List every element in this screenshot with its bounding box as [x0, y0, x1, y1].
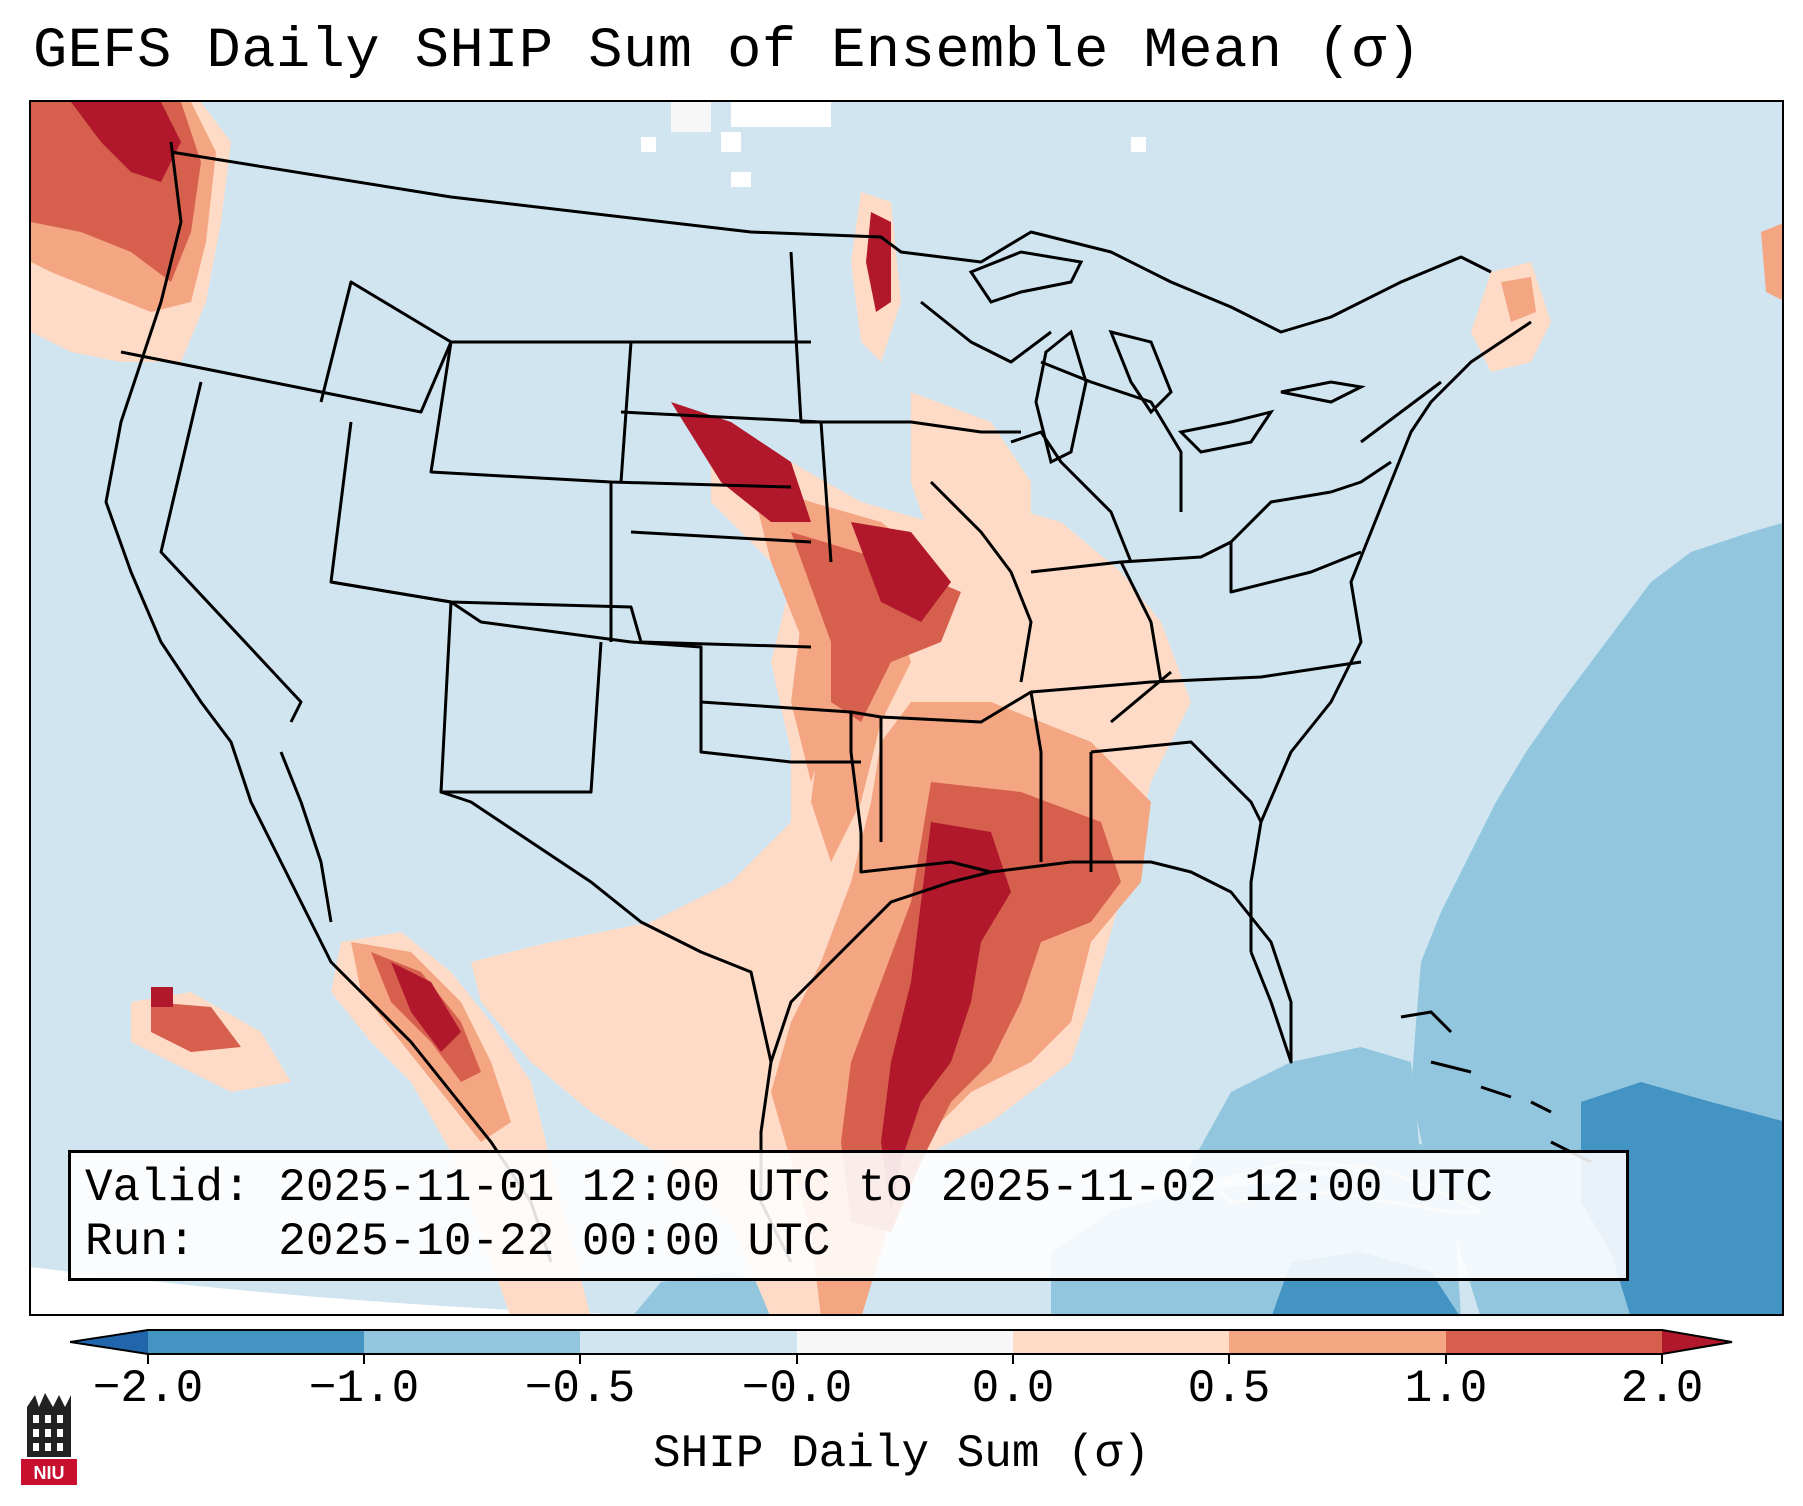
colorbar-tick-label: 0.0	[971, 1363, 1055, 1415]
canada-white-patches	[641, 102, 1146, 187]
great-lakes	[968, 250, 1366, 465]
colorbar-tick-label: 0.5	[1187, 1363, 1271, 1415]
colorbar-bin	[580, 1330, 797, 1354]
run-value: 2025-10-22 00:00 UTC	[278, 1216, 831, 1268]
colorbar-bin	[364, 1330, 580, 1354]
boundaries	[104, 141, 1532, 1263]
valid-run-box: Valid: 2025-11-01 12:00 UTC to 2025-11-0…	[68, 1150, 1629, 1281]
colorbar-bin	[1446, 1330, 1662, 1354]
run-label: Run:	[85, 1216, 196, 1268]
valid-value: 2025-11-01 12:00 UTC to 2025-11-02 12:00…	[278, 1162, 1493, 1214]
colorbar-label: SHIP Daily Sum (σ)	[653, 1428, 1150, 1480]
colorbar-tick-label: 1.0	[1404, 1363, 1488, 1415]
colorbar-tick-label: 2.0	[1620, 1363, 1704, 1415]
logo-text: NIU	[34, 1463, 65, 1483]
colorbar-tick-label: −2.0	[92, 1363, 204, 1415]
niu-logo: NIU	[21, 1393, 77, 1485]
colorbar-bin	[1229, 1330, 1446, 1354]
map-canvas	[31, 102, 1782, 1314]
colorbar-bin	[148, 1330, 364, 1354]
colorbar-tick-label: −1.0	[308, 1363, 420, 1415]
valid-label: Valid:	[85, 1162, 251, 1214]
figure-title: GEFS Daily SHIP Sum of Ensemble Mean (σ)	[33, 20, 1422, 84]
colorbar-bin	[797, 1330, 1013, 1354]
colorbar-extend-high	[1662, 1330, 1732, 1354]
pacific-northwest-positive	[31, 102, 231, 362]
colorbar	[70, 1329, 1733, 1364]
map-frame	[29, 100, 1784, 1316]
colorbar-bin	[1013, 1330, 1229, 1354]
colorbar-extend-low	[70, 1330, 148, 1354]
colorbar-tick-label: −0.5	[524, 1363, 636, 1415]
projection-edge	[31, 1267, 608, 1314]
colorbar-tick-label: −0.0	[741, 1363, 853, 1415]
northeast-positive	[1471, 223, 1782, 372]
